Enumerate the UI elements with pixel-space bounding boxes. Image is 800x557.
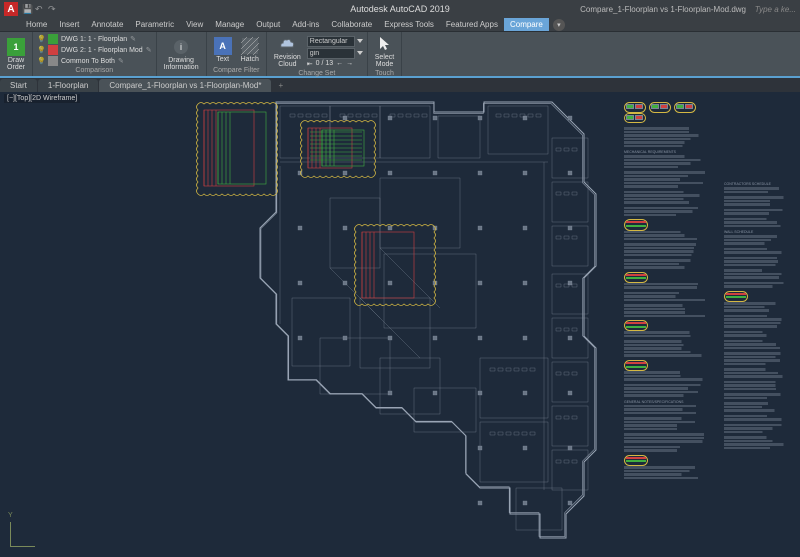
hatch-filter-button[interactable]: Hatch — [238, 36, 262, 64]
ribbon-tabs: HomeInsertAnnotateParametricViewManageOu… — [0, 18, 800, 32]
group-draw-order: 1 Draw Order — [0, 32, 33, 76]
tab-parametric[interactable]: Parametric — [129, 18, 180, 31]
color-swatch[interactable] — [48, 45, 58, 55]
lightbulb-icon[interactable]: 💡 — [37, 57, 45, 65]
title-bar: A 💾 ↶ ↷ Autodesk AutoCAD 2019 Compare_1-… — [0, 0, 800, 18]
qat-save-icon[interactable]: 💾 — [22, 4, 32, 14]
tab-featured-apps[interactable]: Featured Apps — [440, 18, 504, 31]
group-label-touch: Touch — [372, 69, 397, 77]
legend-row-2: 💡Common To Both✎ — [37, 56, 124, 66]
cloud-icon — [278, 35, 296, 53]
edit-icon[interactable]: ✎ — [146, 46, 152, 54]
drawing-notes: MECHANICAL REQUIREMENTSGENERAL NOTES/SPE… — [624, 102, 794, 557]
cloud-margin-input[interactable] — [307, 48, 355, 59]
doc-tab-1[interactable]: 1-Floorplan — [38, 79, 98, 92]
search-placeholder[interactable]: Type a ke... — [755, 5, 796, 14]
info-icon: i — [172, 38, 190, 56]
tab-compare[interactable]: Compare — [504, 18, 549, 31]
drawing-viewport[interactable]: [−][Top][2D Wireframe] MECHANICAL REQUIR… — [0, 92, 800, 557]
hatch-icon — [241, 37, 259, 55]
text-filter-button[interactable]: A Text — [211, 36, 235, 64]
tab-output[interactable]: Output — [250, 18, 286, 31]
group-comparison: 💡DWG 1: 1 - Floorplan✎💡DWG 2: 1 - Floorp… — [33, 32, 157, 76]
cloud-shape-input[interactable] — [307, 36, 355, 47]
select-mode-button[interactable]: Select Mode — [372, 34, 397, 69]
group-drawing-info: i Drawing Information — [157, 32, 207, 76]
tab-insert[interactable]: Insert — [53, 18, 85, 31]
group-touch: Select Mode Touch — [368, 32, 402, 76]
cursor-icon — [376, 35, 394, 53]
nav-next-icon[interactable]: → — [346, 60, 353, 67]
changeset-counter: 0 / 13 — [316, 60, 334, 67]
chevron-down-icon[interactable] — [357, 39, 363, 43]
color-swatch[interactable] — [48, 56, 58, 66]
qat-undo-icon[interactable]: ↶ — [35, 4, 45, 14]
legend-row-0: 💡DWG 1: 1 - Floorplan✎ — [37, 34, 136, 44]
app-title: Autodesk AutoCAD 2019 — [350, 4, 450, 14]
tab-manage[interactable]: Manage — [209, 18, 250, 31]
group-compare-filter: A Text Hatch Compare Filter — [207, 32, 267, 76]
app-logo[interactable]: A — [4, 2, 18, 16]
ribbon: 1 Draw Order 💡DWG 1: 1 - Floorplan✎💡DWG … — [0, 32, 800, 76]
group-label-changeset: Change Set — [271, 69, 363, 77]
viewport-label[interactable]: [−][Top][2D Wireframe] — [4, 94, 80, 103]
tab-annotate[interactable]: Annotate — [85, 18, 129, 31]
qat-redo-icon[interactable]: ↷ — [48, 4, 58, 14]
quick-access-toolbar: 💾 ↶ ↷ — [22, 4, 58, 14]
color-swatch[interactable] — [48, 34, 58, 44]
doc-tab-2[interactable]: Compare_1-Floorplan vs 1-Floorplan-Mod* — [99, 79, 271, 92]
drawing-info-button[interactable]: i Drawing Information — [161, 37, 202, 72]
ucs-icon[interactable]: Y — [10, 517, 40, 547]
edit-icon[interactable]: ✎ — [130, 35, 136, 43]
draw-order-button[interactable]: 1 Draw Order — [4, 37, 28, 72]
group-change-set: Revision Cloud ⇤ 0 / 13 ← → Chan — [267, 32, 368, 76]
tab-home[interactable]: Home — [20, 18, 53, 31]
floorplan-drawing — [180, 98, 620, 548]
group-label-filter: Compare Filter — [211, 66, 262, 74]
new-tab-button[interactable]: + — [272, 79, 289, 92]
tab-add-ins[interactable]: Add-ins — [286, 18, 325, 31]
group-label-comparison: Comparison — [37, 66, 152, 74]
ribbon-expand-icon[interactable]: ▾ — [553, 19, 565, 31]
lightbulb-icon[interactable]: 💡 — [37, 35, 45, 43]
document-name: Compare_1-Floorplan vs 1-Floorplan-Mod.d… — [580, 5, 746, 14]
doc-tab-0[interactable]: Start — [0, 79, 37, 92]
revision-cloud-button[interactable]: Revision Cloud — [271, 34, 304, 69]
document-tabs: Start1-FloorplanCompare_1-Floorplan vs 1… — [0, 76, 800, 92]
lightbulb-icon[interactable]: 💡 — [37, 46, 45, 54]
chevron-down-icon[interactable] — [357, 51, 363, 55]
legend-row-1: 💡DWG 2: 1 - Floorplan Mod✎ — [37, 45, 152, 55]
tab-view[interactable]: View — [180, 18, 209, 31]
svg-text:i: i — [180, 42, 182, 52]
nav-first-icon[interactable]: ⇤ — [307, 60, 313, 68]
tab-express-tools[interactable]: Express Tools — [378, 18, 440, 31]
nav-prev-icon[interactable]: ← — [336, 60, 343, 67]
tab-collaborate[interactable]: Collaborate — [325, 18, 378, 31]
edit-icon[interactable]: ✎ — [118, 57, 124, 65]
